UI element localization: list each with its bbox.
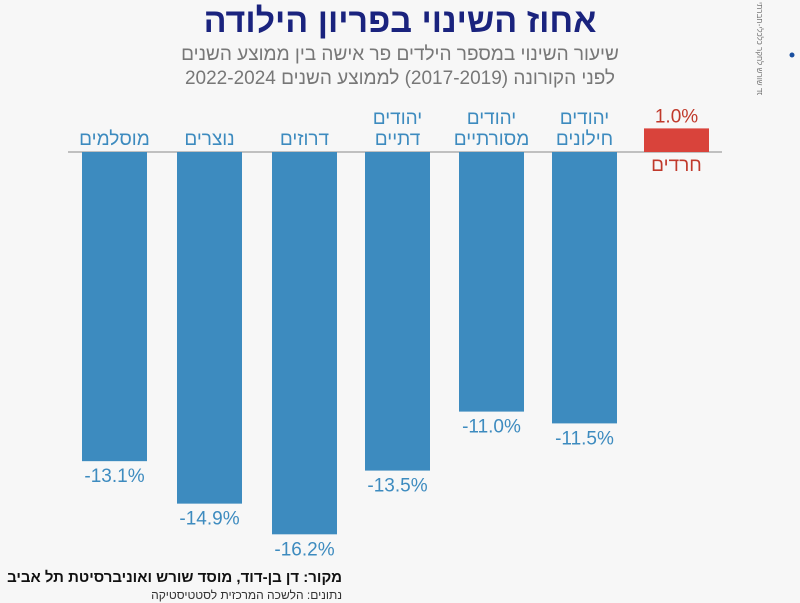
bar	[552, 152, 617, 424]
bar	[644, 128, 709, 152]
logo-text: שורש	[778, 0, 798, 2]
category-label: חרדים	[651, 155, 702, 176]
source-text: מקור: דן בן-דוד, מוסד שורש ואוניברסיטת ת…	[7, 569, 342, 586]
category-label: יהודים	[467, 108, 517, 129]
data-label: -13.5%	[367, 476, 427, 497]
category-label: מוסלמים	[79, 129, 150, 150]
data-label: -16.2%	[274, 539, 334, 560]
bar	[177, 152, 242, 504]
data-source-text: נתונים: הלשכה המרכזית לסטטיסטיקה	[151, 588, 342, 602]
data-label: -13.1%	[84, 466, 144, 487]
chart-title: אחוז השינוי בפריון הילודה	[203, 2, 597, 40]
category-label: מסורתיים	[454, 129, 530, 150]
data-label: 1.0%	[655, 106, 698, 127]
category-label: נוצרים	[184, 129, 234, 150]
data-label: -11.0%	[462, 417, 521, 438]
data-label: -11.5%	[555, 428, 614, 449]
category-label: דתיים	[375, 129, 421, 150]
shoresh-logo: שורש מוסד שורש לחקר כלכלי-חברתי	[755, 0, 798, 95]
bar	[365, 152, 430, 471]
chart-subtitle-line1: שיעור השינוי במספר הילדים פר אישה בין ממ…	[181, 44, 619, 65]
chart-subtitle-line2: לפני הקורונה (2017-2019) לממוצע השנים 20…	[184, 68, 615, 89]
bar	[272, 152, 337, 535]
bar	[82, 152, 147, 462]
logo-small-text: מוסד שורש לחקר כלכלי-חברתי	[755, 2, 764, 95]
bar	[459, 152, 524, 412]
category-label: חילונים	[556, 129, 613, 150]
category-label: דרוזים	[280, 129, 330, 150]
data-label: -14.9%	[179, 509, 239, 530]
category-label: יהודים	[373, 108, 423, 129]
category-label: יהודים	[560, 108, 610, 129]
